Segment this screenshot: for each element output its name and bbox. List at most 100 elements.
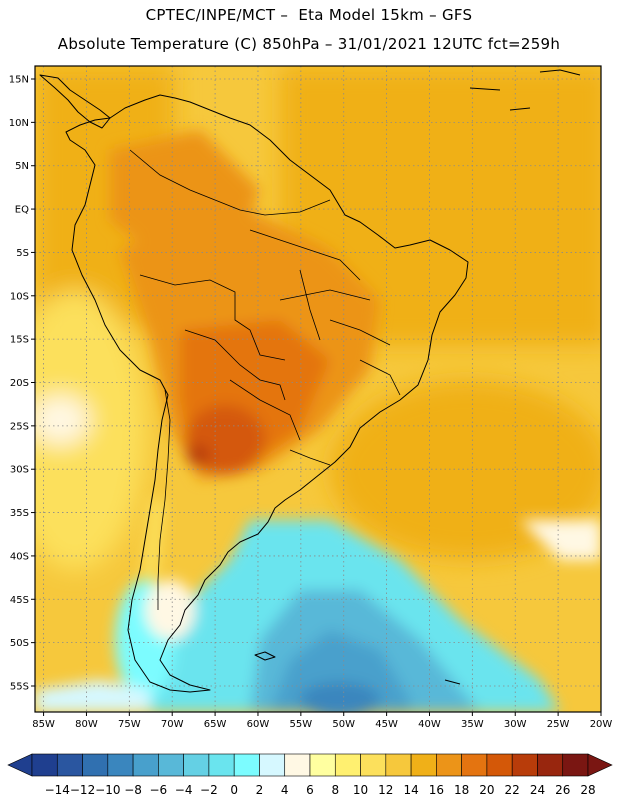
southwest-transition-zone xyxy=(35,680,150,712)
longitude-label: 80W xyxy=(75,719,98,730)
colorbar-label: 28 xyxy=(580,783,595,797)
colorbar-label: 22 xyxy=(505,783,520,797)
colorbar-swatch xyxy=(309,753,336,777)
temperature-map: 15N 10N 5N EQ 5S 10S 15S 20S 25S 30S 35S 40S 45S 50S 5… xyxy=(9,65,613,730)
latitude-label: 35S xyxy=(10,508,29,519)
falkland-islands xyxy=(254,651,276,661)
northwest-warm-core xyxy=(110,130,260,260)
longitude-label: 85W xyxy=(32,719,55,730)
colorbar-label: 10 xyxy=(353,783,368,797)
colorbar-swatch xyxy=(259,753,286,777)
latitude-label: 5S xyxy=(16,248,29,259)
colorbar-swatch xyxy=(158,753,184,777)
latitude-label: 40S xyxy=(10,551,29,562)
axis-ticks: 15N 10N 5N EQ 5S 10S 15S 20S 25S 30S 35S 40S 45S 50S 5… xyxy=(9,75,613,730)
latitude-label: 5N xyxy=(15,161,29,172)
colorbar-legend: −14 −12 −10 −8 −6 −4 −2 0 2 4 6 8 10 12 14 16 18 20 22 24 26… xyxy=(7,753,613,797)
pacific-cool-zone xyxy=(35,290,145,570)
border-uruguay xyxy=(289,449,331,466)
colorbar-swatch xyxy=(486,753,513,777)
colorbar-swatch xyxy=(410,753,437,777)
atlantic-warm-zone xyxy=(330,380,601,560)
latitude-label: 15N xyxy=(9,75,29,86)
patagonia-mild-zone xyxy=(145,580,195,640)
colorbar-labels: −14 −12 −10 −8 −6 −4 −2 0 2 4 6 8 10 12 14 16 18 20 22 24 26… xyxy=(45,783,596,797)
longitude-label: 60W xyxy=(247,719,270,730)
colorbar-label: 4 xyxy=(281,783,289,797)
colorbar-label: 12 xyxy=(378,783,393,797)
andes-cool-strip xyxy=(140,500,165,600)
chart-title-line-2: Absolute Temperature (C) 850hPa – 31/01/… xyxy=(57,35,561,53)
latitude-label: 15S xyxy=(10,335,29,346)
argentina-peak-spot xyxy=(186,445,210,465)
caribbean-islands xyxy=(469,69,581,111)
colorbar-label: 24 xyxy=(530,783,545,797)
longitude-label: 25W xyxy=(547,719,570,730)
longitude-label: 65W xyxy=(204,719,227,730)
colorbar-swatch xyxy=(360,753,387,777)
longitude-label: 75W xyxy=(118,719,141,730)
colorbar-swatch xyxy=(208,753,235,777)
longitude-label: 20W xyxy=(590,719,613,730)
colorbar-label: 16 xyxy=(429,783,444,797)
pacific-cold-spot xyxy=(35,395,90,445)
map-frame xyxy=(34,65,602,713)
colorbar-boxes xyxy=(7,753,613,777)
colorbar-label: 18 xyxy=(454,783,469,797)
latitude-label: 45S xyxy=(10,595,29,606)
colorbar-swatch xyxy=(511,753,538,777)
temperature-field xyxy=(35,66,601,712)
latitude-label: 30S xyxy=(10,465,29,476)
brazil-state-lines xyxy=(249,229,401,396)
colorbar-swatch xyxy=(284,753,311,777)
colorbar-label: 2 xyxy=(256,783,264,797)
colorbar-label: −4 xyxy=(175,783,193,797)
country-borders xyxy=(129,149,401,610)
colorbar-label: −2 xyxy=(200,783,218,797)
central-america-coastline xyxy=(39,74,111,129)
colorbar-label: −12 xyxy=(70,783,95,797)
colorbar-swatch xyxy=(183,753,210,777)
colorbar-swatch xyxy=(56,753,83,777)
latitude-label: 10N xyxy=(9,118,29,129)
colorbar-label: −14 xyxy=(45,783,70,797)
colorbar-label: −6 xyxy=(150,783,168,797)
colorbar-swatch xyxy=(132,753,159,777)
colorbar-swatch xyxy=(436,753,462,777)
colorbar-swatch xyxy=(233,753,260,777)
colorbar-label: 20 xyxy=(479,783,494,797)
longitude-label: 45W xyxy=(375,719,398,730)
colorbar-swatch xyxy=(461,753,488,777)
latitude-label: 10S xyxy=(10,291,29,302)
colorbar-label: 6 xyxy=(306,783,314,797)
longitude-label: 40W xyxy=(418,719,441,730)
south-america-coastline xyxy=(65,94,469,693)
border-paraguay xyxy=(229,379,301,441)
border-northwest xyxy=(129,149,331,216)
colorbar-swatch xyxy=(334,753,361,777)
colorbar-max-arrow xyxy=(587,753,613,777)
colorbar-swatch xyxy=(31,753,58,777)
colorbar-label: 26 xyxy=(555,783,570,797)
chart-title-line-1: CPTEC/INPE/MCT – Eta Model 15km – GFS xyxy=(145,6,473,24)
border-bolivia xyxy=(184,329,286,401)
colorbar-min-arrow xyxy=(7,753,33,777)
colorbar-swatch xyxy=(385,753,412,777)
border-chile-argentina xyxy=(157,389,171,610)
colorbar-swatch xyxy=(562,753,589,777)
colorbar-label: −10 xyxy=(95,783,120,797)
longitude-label: 55W xyxy=(290,719,313,730)
colorbar-swatch xyxy=(107,753,134,777)
latitude-label: 25S xyxy=(10,421,29,432)
colorbar-swatch xyxy=(82,753,109,777)
colorbar-label: −8 xyxy=(124,783,142,797)
latitude-label: 20S xyxy=(10,378,29,389)
longitude-label: 35W xyxy=(461,719,484,730)
latitude-label: 55S xyxy=(10,681,29,692)
border-peru-brazil xyxy=(139,274,286,361)
longitude-label: 30W xyxy=(504,719,527,730)
colorbar-label: 0 xyxy=(230,783,238,797)
colorbar-label: 14 xyxy=(403,783,418,797)
cold-core-spot xyxy=(300,682,380,712)
east-mild-spot xyxy=(520,520,601,560)
